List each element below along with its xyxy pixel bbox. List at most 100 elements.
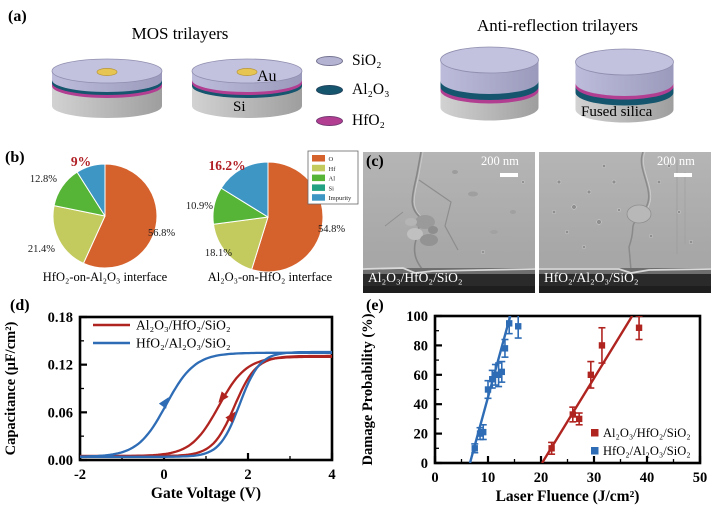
sem-label-right: HfO₂/Al₂O₃/SiO₂ xyxy=(544,270,639,285)
al2o3-label: Al₂O₃ xyxy=(352,81,390,98)
sio2-label: SiO₂ xyxy=(352,52,382,69)
disc-top xyxy=(575,48,674,76)
svg-text:20: 20 xyxy=(534,470,549,486)
svg-text:0.06: 0.06 xyxy=(48,405,73,421)
au-label: Au xyxy=(257,68,277,85)
svg-text:0: 0 xyxy=(421,456,428,472)
svg-text:18.1%: 18.1% xyxy=(205,248,232,259)
svg-text:Capacitance (μF/cm²): Capacitance (μF/cm²) xyxy=(3,321,19,455)
panel-b-label: (b) xyxy=(5,149,25,166)
pie-legend-swatch xyxy=(312,174,325,182)
svg-text:0: 0 xyxy=(160,467,167,483)
cv-curve xyxy=(79,351,332,458)
svg-text:O: O xyxy=(329,156,334,163)
svg-text:21.4%: 21.4% xyxy=(28,244,55,255)
svg-text:20: 20 xyxy=(414,427,429,443)
fit-line xyxy=(541,316,634,463)
svg-text:Impurity: Impurity xyxy=(329,195,352,202)
legend-swatch xyxy=(591,429,599,437)
svg-text:4: 4 xyxy=(328,467,335,483)
svg-text:0: 0 xyxy=(431,470,438,486)
pie-legend-swatch xyxy=(312,155,325,162)
panel-a-label: (a) xyxy=(8,8,27,25)
svg-text:80: 80 xyxy=(414,338,429,354)
fused-silica-label: Fused silica xyxy=(581,104,653,120)
svg-text:9%: 9% xyxy=(71,154,91,169)
panel-d-label: (d) xyxy=(10,297,30,314)
data-point xyxy=(548,445,555,452)
data-series xyxy=(471,316,522,454)
cv-curve xyxy=(80,354,332,458)
pie-slice-Impurity xyxy=(220,161,269,218)
material-legend-item-sio2: SiO₂ xyxy=(316,52,382,70)
data-point xyxy=(484,386,492,393)
sweep-direction-arrow xyxy=(225,411,236,423)
damage-chart: 0 10 20 30 40 50 0 20 40 60 80 100 Laser Fluence (J/… xyxy=(360,309,708,505)
svg-text:54.8%: 54.8% xyxy=(318,224,345,235)
data-point xyxy=(501,345,509,352)
svg-text:Hf: Hf xyxy=(329,166,337,173)
svg-text:0.18: 0.18 xyxy=(48,310,73,326)
sem-edge-highlight xyxy=(363,267,535,274)
svg-text:0.00: 0.00 xyxy=(48,453,73,469)
pie-slice-O xyxy=(82,163,158,269)
mos-title: MOS trilayers xyxy=(131,24,229,43)
svg-text:50: 50 xyxy=(693,470,708,486)
svg-text:10.9%: 10.9% xyxy=(186,201,213,212)
svg-text:0.12: 0.12 xyxy=(48,358,73,374)
pie-slice-O xyxy=(251,161,324,273)
svg-text:Al₂O₃/HfO₂/SiO₂: Al₂O₃/HfO₂/SiO₂ xyxy=(136,318,231,333)
svg-text:Damage Probability (%): Damage Probability (%) xyxy=(360,313,376,465)
plot-frame xyxy=(433,314,702,465)
sem-image-left xyxy=(363,152,535,293)
data-point xyxy=(489,376,496,383)
pie-legend-swatch xyxy=(312,164,325,172)
si-label: Si xyxy=(233,99,246,115)
svg-text:HfO₂/Al₂O₃/SiO₂: HfO₂/Al₂O₃/SiO₂ xyxy=(136,336,231,351)
svg-text:60: 60 xyxy=(414,368,429,384)
data-point xyxy=(598,342,606,349)
pie-slice-Hf xyxy=(52,205,106,264)
sem-label-left: Al₂O₃/HfO₂/SiO₂ xyxy=(368,270,463,285)
material-legend-item-al2o3: Al₂O₃ xyxy=(316,81,390,99)
scalebar-left xyxy=(500,173,518,177)
sem-edge-highlight xyxy=(539,268,711,274)
sweep-direction-arrow xyxy=(158,397,169,409)
scalebar-right xyxy=(674,173,692,177)
data-point xyxy=(471,445,478,452)
panel-e-label: (e) xyxy=(366,297,384,314)
svg-text:12.8%: 12.8% xyxy=(30,174,57,185)
scalebar-label-left: 200 nm xyxy=(481,154,519,168)
svg-text:Si: Si xyxy=(329,185,335,192)
cv-chart: -2 0 2 4 0.00 0.06 0.12 0.18 Gate Voltage (V) Cap… xyxy=(3,310,336,502)
svg-text:10: 10 xyxy=(481,470,496,486)
hfo2-label: HfO₂ xyxy=(352,112,385,129)
sweep-direction-arrow xyxy=(218,391,229,403)
svg-text:30: 30 xyxy=(587,470,602,486)
pie2-caption: Al₂O₃-on-HfO₂ interface xyxy=(207,270,333,284)
pie-charts: 56.8% 21.4% 12.8% 9% 54.8% 18.1% 10.9% 16.2% O Hf… xyxy=(28,150,359,273)
al2o3-swatch xyxy=(316,85,343,95)
data-point xyxy=(498,368,505,376)
svg-text:Laser Fluence (J/cm²): Laser Fluence (J/cm²) xyxy=(496,488,640,505)
svg-text:-2: -2 xyxy=(74,467,86,483)
mos-disc-2 xyxy=(191,58,303,118)
sem-droplets xyxy=(551,164,694,249)
data-point xyxy=(480,428,487,436)
sem-surface xyxy=(539,152,711,272)
legend-swatch xyxy=(591,447,599,455)
pie1-caption: HfO₂-on-Al₂O₃ interface xyxy=(42,270,168,284)
disc-top xyxy=(440,46,539,74)
ar-title: Anti-reflection trilayers xyxy=(477,16,638,35)
sio2-swatch xyxy=(316,56,343,66)
mos-disc-1 xyxy=(51,58,163,118)
svg-text:HfO₂/Al₂O₃/SiO₂: HfO₂/Al₂O₃/SiO₂ xyxy=(603,444,691,458)
pie-slice-Impurity xyxy=(76,163,106,217)
svg-text:2: 2 xyxy=(244,467,251,483)
svg-text:Al: Al xyxy=(329,176,336,183)
data-point xyxy=(587,371,595,378)
svg-text:100: 100 xyxy=(406,309,428,325)
data-point xyxy=(575,415,583,423)
pie-legend-swatch xyxy=(312,184,325,191)
